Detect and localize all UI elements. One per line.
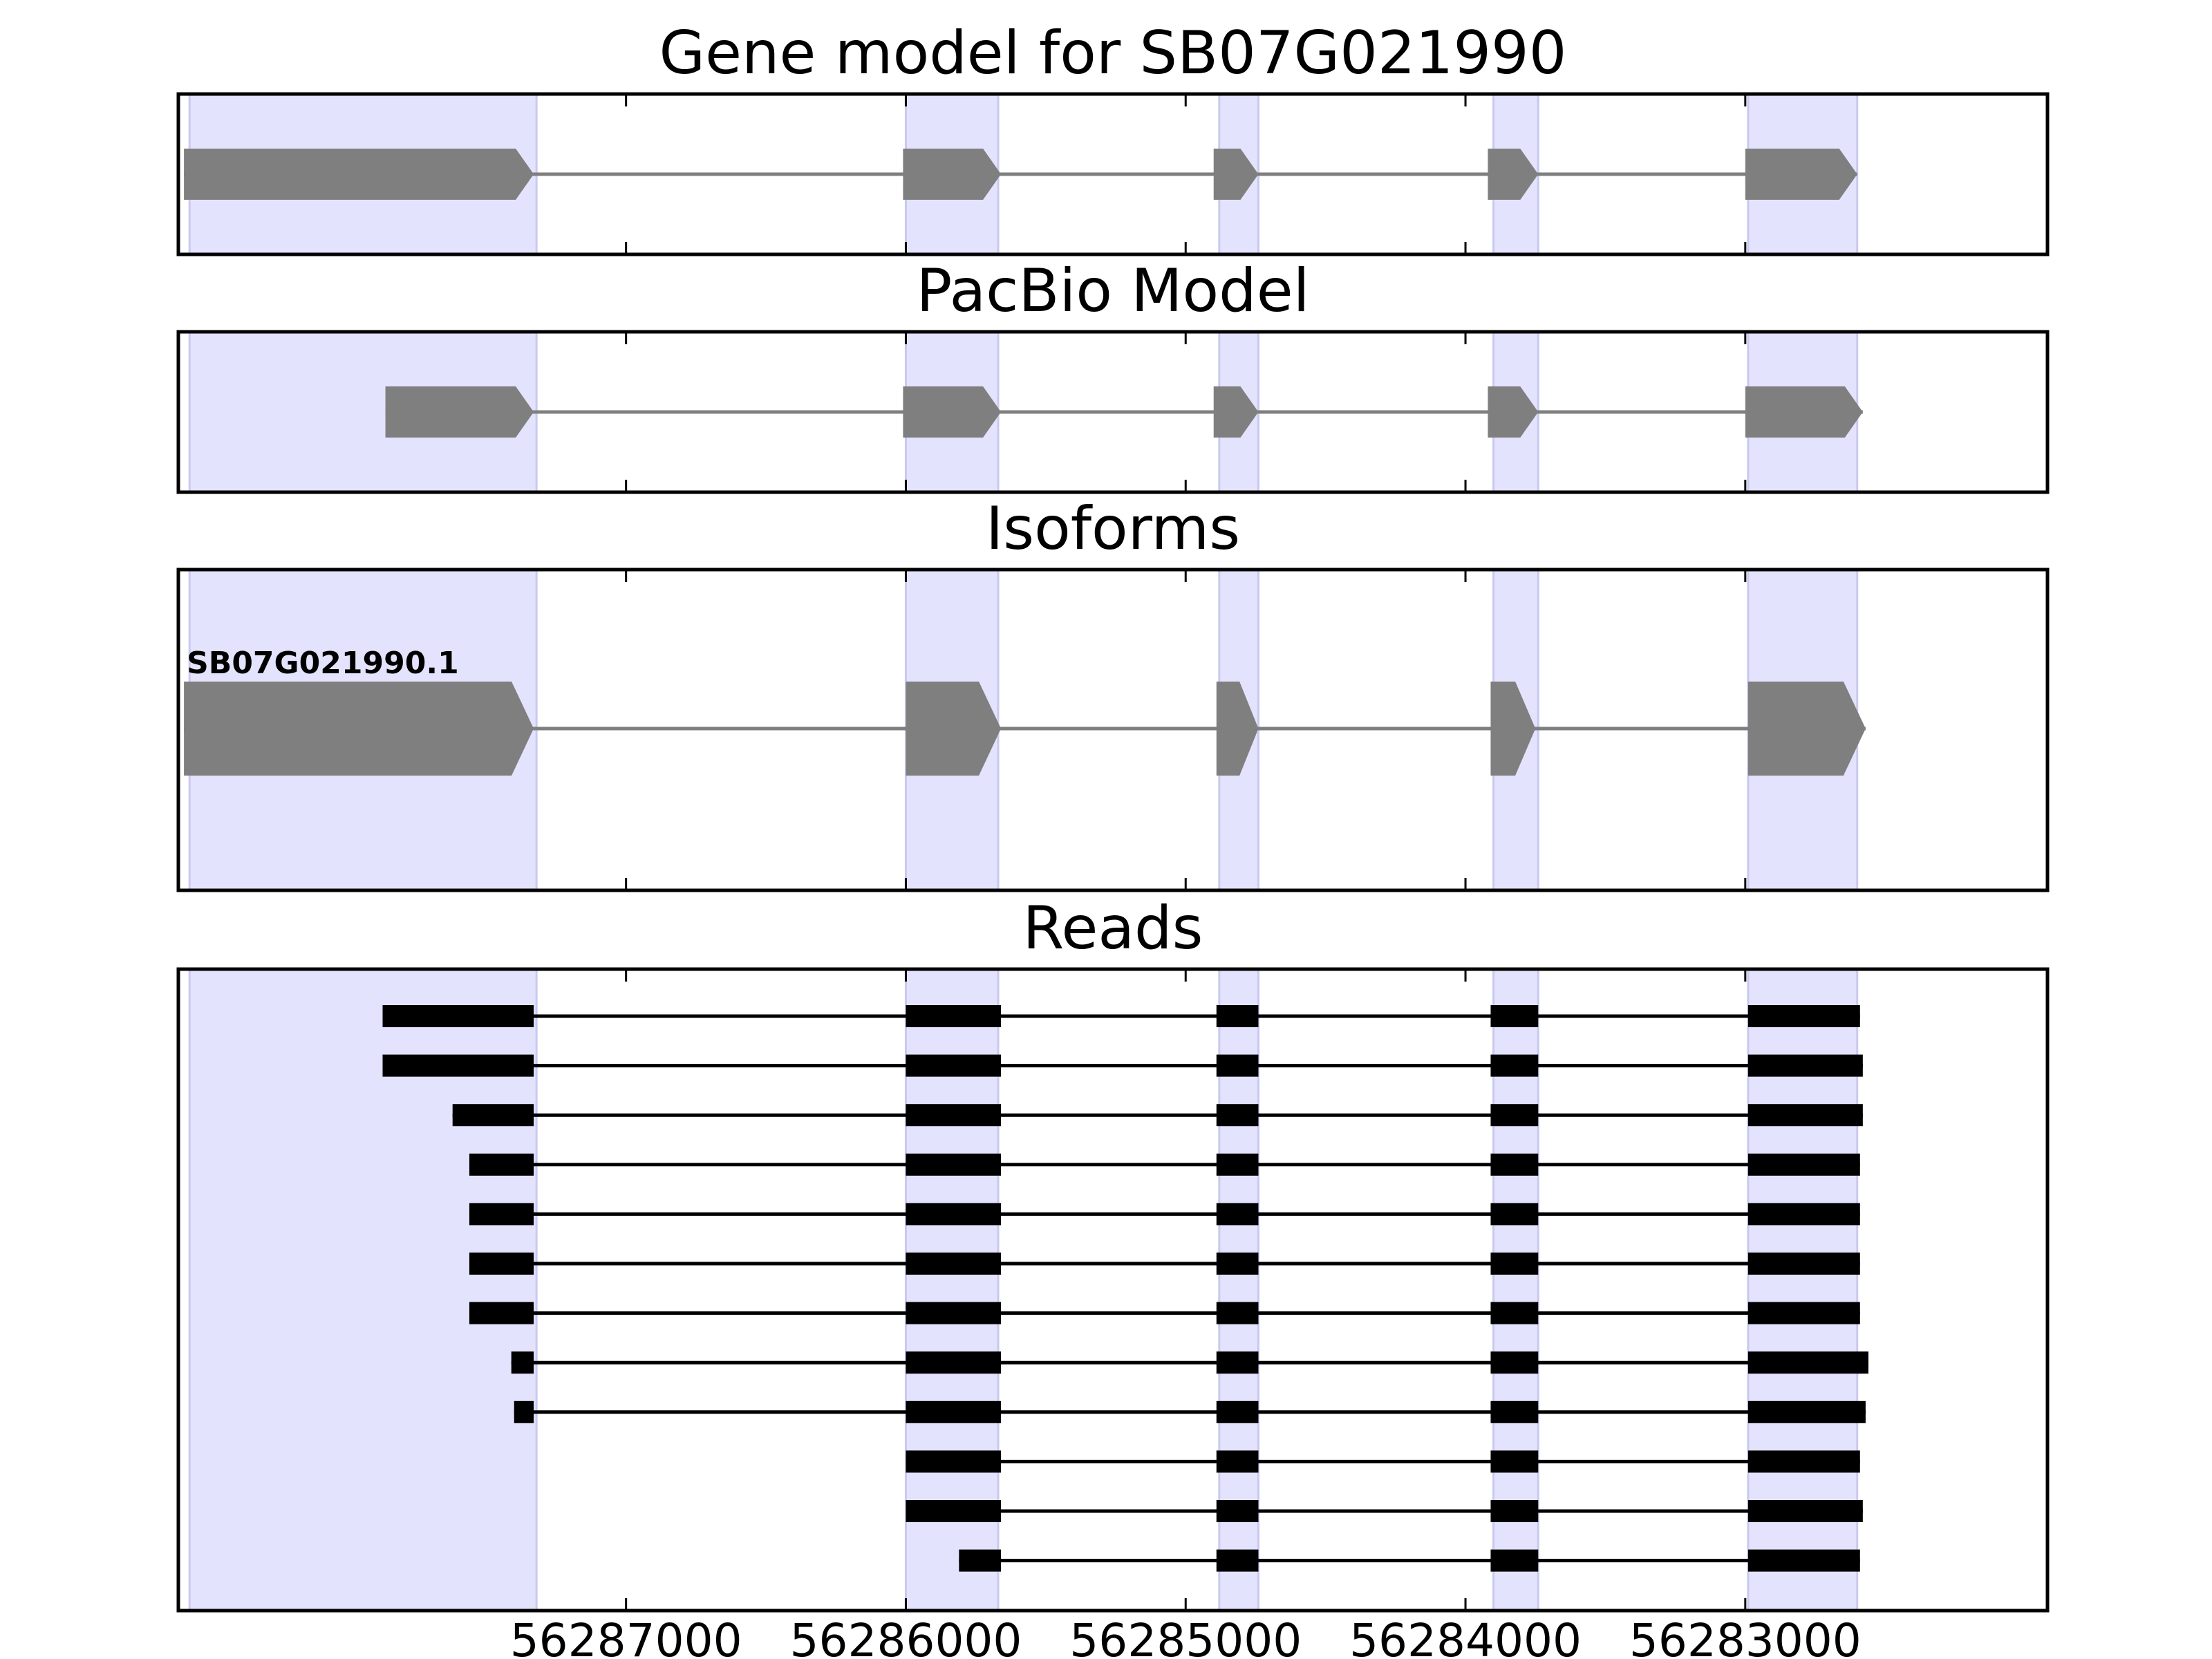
read-exon-block <box>469 1153 534 1176</box>
read-exon-block <box>1490 1054 1539 1077</box>
exon-arrow <box>1213 149 1259 200</box>
panels: Gene model for SB07G021990 PacBio Model Is… <box>176 19 2050 1659</box>
x-axis-tick-labels: 56287000 56286000 56285000 56284000 56283000 <box>510 1614 1862 1659</box>
read-exon-block <box>1490 1005 1539 1027</box>
read-exon-block <box>1216 1500 1259 1522</box>
exon-arrow <box>1745 149 1857 200</box>
read-exon-block <box>1490 1153 1539 1176</box>
read-exon-block <box>1216 1203 1259 1226</box>
exon-arrow <box>1490 682 1536 776</box>
exon-arrow <box>1745 386 1863 438</box>
exon-arrow <box>1488 149 1539 200</box>
read-exon-block <box>1216 1253 1259 1275</box>
read-exon-block <box>1216 1302 1259 1324</box>
read-exon-block <box>1747 1203 1860 1226</box>
read-exon-block <box>1747 1450 1860 1473</box>
read-exon-block <box>1747 1549 1860 1572</box>
x-tick-label: 56286000 <box>789 1614 1022 1659</box>
read-exon-block <box>452 1104 534 1127</box>
read-exon-block <box>469 1253 534 1275</box>
read-exon-block <box>1490 1549 1539 1572</box>
read-exon-block <box>1490 1450 1539 1473</box>
x-tick-label: 56287000 <box>510 1614 742 1659</box>
read-exon-block <box>1216 1054 1259 1077</box>
panel-4: Reads <box>176 894 2050 1613</box>
exon-arrow <box>184 682 534 776</box>
read-exon-block <box>1747 1302 1860 1324</box>
read-exon-block <box>1747 1005 1860 1027</box>
read-exon-block <box>469 1302 534 1324</box>
x-tick-label: 56283000 <box>1629 1614 1862 1659</box>
exon-arrow <box>903 386 1002 438</box>
read-exon-block <box>1747 1400 1866 1423</box>
read-exon-block <box>1216 1104 1259 1127</box>
read-exon-block <box>1490 1104 1539 1127</box>
panel-3: Isoforms SB07G021990.1 <box>176 494 2050 892</box>
panel-title: Isoforms <box>986 494 1240 563</box>
isoform-label: SB07G021990.1 <box>187 646 459 681</box>
read-exon-block <box>906 1005 1002 1027</box>
exon-arrow <box>1213 386 1259 438</box>
exon-arrow <box>906 682 1002 776</box>
panel-title: PacBio Model <box>916 256 1309 326</box>
panel-frame <box>176 568 2050 892</box>
read-exon-block <box>1216 1005 1259 1027</box>
read-exon-block <box>906 1450 1002 1473</box>
read-exon-block <box>906 1351 1002 1374</box>
x-tick-label: 56284000 <box>1349 1614 1582 1659</box>
read-exon-block <box>906 1500 1002 1522</box>
read-exon-block <box>382 1005 534 1027</box>
read-exon-block <box>514 1400 534 1423</box>
read-exon-block <box>1747 1351 1868 1374</box>
panel-title: Reads <box>1023 894 1203 963</box>
exon-arrow <box>184 149 534 200</box>
read-exon-block <box>1490 1500 1539 1522</box>
read-exon-block <box>1747 1500 1863 1522</box>
read-exon-block <box>1490 1302 1539 1324</box>
read-exon-block <box>1747 1054 1863 1077</box>
read-exon-block <box>1216 1400 1259 1423</box>
read-exon-block <box>1216 1549 1259 1572</box>
read-exon-block <box>906 1253 1002 1275</box>
read-exon-block <box>906 1153 1002 1176</box>
read-exon-block <box>1216 1450 1259 1473</box>
read-exon-block <box>906 1104 1002 1127</box>
read-exon-block <box>906 1302 1002 1324</box>
panel-2: PacBio Model <box>176 256 2050 494</box>
panel-1: Gene model for SB07G021990 <box>176 19 2050 256</box>
read-exon-block <box>1490 1253 1539 1275</box>
panel-title: Gene model for SB07G021990 <box>659 19 1567 88</box>
read-exon-block <box>1490 1203 1539 1226</box>
x-tick-label: 56285000 <box>1069 1614 1302 1659</box>
exon-arrow <box>1747 682 1866 776</box>
read-exon-block <box>1490 1400 1539 1423</box>
read-exon-block <box>1747 1104 1863 1127</box>
panel-frame <box>176 967 2050 1613</box>
exon-arrow <box>1488 386 1539 438</box>
panel-frame <box>176 330 2050 494</box>
read-exon-block <box>382 1054 534 1077</box>
read-exon-block <box>1747 1153 1860 1176</box>
read-exon-block <box>906 1400 1002 1423</box>
read-exon-block <box>906 1054 1002 1077</box>
read-exon-block <box>959 1549 1002 1572</box>
read-exon-block <box>1216 1351 1259 1374</box>
read-exon-block <box>1747 1253 1860 1275</box>
exon-arrow <box>385 386 534 438</box>
exon-arrow <box>903 149 1002 200</box>
read-exon-block <box>1216 1153 1259 1176</box>
panel-frame <box>176 92 2050 256</box>
read-exon-block <box>511 1351 534 1374</box>
read-exon-block <box>1490 1351 1539 1374</box>
read-exon-block <box>469 1203 534 1226</box>
exon-arrow <box>1216 682 1259 776</box>
read-exon-block <box>906 1203 1002 1226</box>
